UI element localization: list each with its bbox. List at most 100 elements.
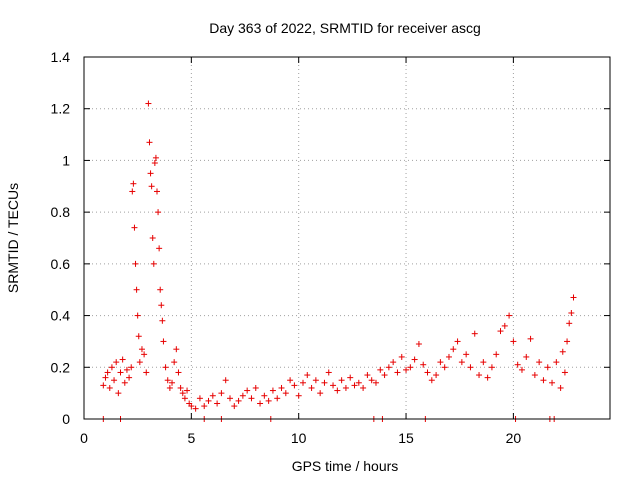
data-point (169, 379, 176, 386)
data-point (248, 395, 255, 402)
data-point (235, 397, 242, 404)
data-point (564, 338, 571, 345)
data-point (450, 346, 457, 353)
chart-title: Day 363 of 2022, SRMTID for receiver asc… (209, 20, 481, 36)
x-tick-labels: 0 5 10 15 20 (80, 430, 521, 446)
y-tick-label: 1 (62, 152, 70, 168)
data-point (497, 328, 504, 335)
x-axis-label: GPS time / hours (292, 458, 399, 474)
data-point (136, 359, 143, 366)
data-point (364, 372, 371, 379)
data-point (158, 302, 165, 309)
data-point (133, 286, 140, 293)
data-point (134, 312, 141, 319)
data-point (151, 160, 158, 167)
data-point (135, 333, 142, 340)
data-point (559, 348, 566, 355)
data-point (157, 286, 164, 293)
data-point (175, 369, 182, 376)
data-point (347, 374, 354, 381)
data-point (338, 377, 345, 384)
data-point (145, 100, 152, 107)
y-tick-label: 0.4 (51, 308, 71, 324)
data-point (493, 351, 500, 358)
data-point (164, 377, 171, 384)
data-point (287, 377, 294, 384)
data-point (152, 154, 159, 161)
data-point (394, 369, 401, 376)
data-point (317, 390, 324, 397)
data-point (257, 400, 264, 407)
data-point (205, 397, 212, 404)
data-point (308, 384, 315, 391)
data-point (568, 309, 575, 316)
data-point (278, 384, 285, 391)
data-point (244, 387, 251, 394)
data-point (252, 384, 259, 391)
data-point (162, 364, 169, 371)
data-point (544, 364, 551, 371)
data-point (484, 374, 491, 381)
y-tick-label: 0 (62, 411, 70, 427)
data-point (214, 400, 221, 407)
data-point (123, 366, 130, 373)
y-tick-label: 1.2 (51, 101, 71, 117)
data-point (372, 379, 379, 386)
data-point (209, 392, 216, 399)
data-point (132, 260, 139, 267)
data-point (188, 403, 195, 410)
data-point (463, 351, 470, 358)
data-point (119, 356, 126, 363)
data-point (131, 224, 138, 231)
data-point (398, 353, 405, 360)
data-point (355, 379, 362, 386)
data-point (501, 322, 508, 329)
data-point (149, 235, 156, 241)
data-point (111, 377, 118, 384)
data-point (146, 139, 153, 146)
data-point (561, 369, 568, 376)
data-point (437, 359, 444, 366)
data-point (239, 392, 246, 399)
data-point (458, 359, 465, 366)
data-point (381, 372, 388, 379)
data-point (330, 382, 337, 389)
y-axis-label: SRMTID / TECUs (5, 183, 21, 293)
data-point (385, 364, 392, 371)
data-point (218, 390, 225, 397)
data-point (514, 361, 521, 368)
data-point (415, 341, 422, 348)
y-tick-label: 1.4 (51, 49, 71, 65)
data-point (488, 364, 495, 371)
data-point (527, 335, 534, 342)
data-point (117, 369, 124, 376)
data-point (411, 356, 418, 363)
data-point (177, 384, 184, 391)
grid-lines (84, 57, 610, 419)
data-point (531, 372, 538, 379)
data-point (291, 382, 298, 389)
data-point (377, 366, 384, 373)
data-point (407, 364, 414, 371)
data-point (265, 397, 272, 404)
data-point (342, 384, 349, 391)
data-point (467, 364, 474, 371)
data-point (155, 209, 162, 216)
data-point (159, 317, 166, 324)
data-point (153, 188, 160, 195)
data-point (441, 364, 448, 371)
data-point (166, 384, 173, 391)
data-point (368, 377, 375, 384)
data-point (201, 403, 208, 410)
data-point (269, 387, 276, 394)
data-point (454, 338, 461, 345)
data-point (321, 379, 328, 386)
x-tick-label: 5 (187, 430, 195, 446)
data-point (518, 366, 525, 373)
data-point (121, 379, 128, 386)
x-tick-label: 20 (506, 430, 522, 446)
data-point (557, 384, 564, 391)
data-point (231, 403, 238, 410)
data-point (536, 359, 543, 366)
data-point (334, 387, 341, 394)
